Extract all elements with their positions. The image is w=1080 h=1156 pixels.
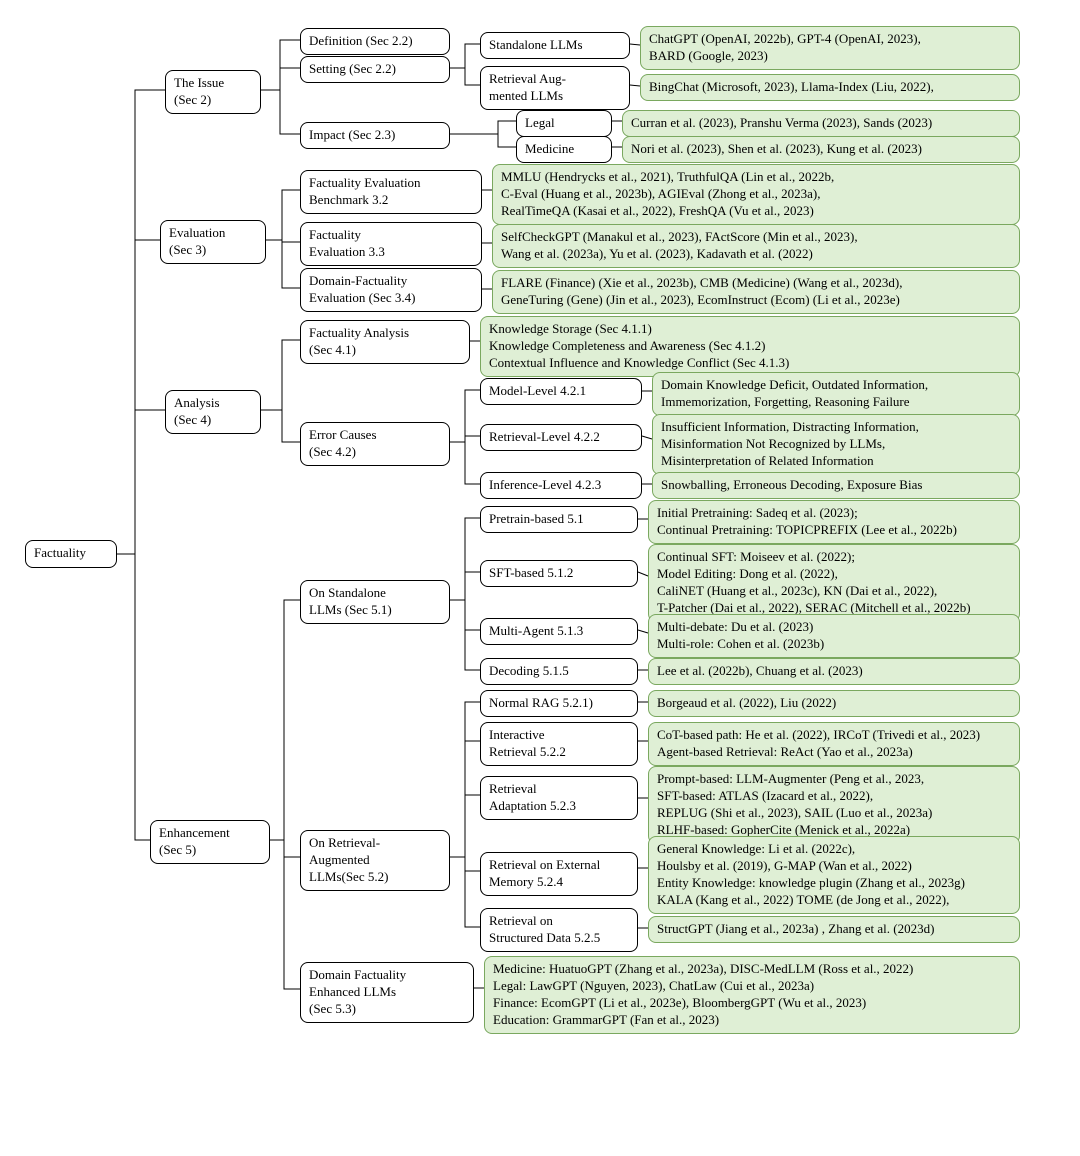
multiagent: Multi-Agent 5.1.3 (480, 618, 638, 645)
domain-eval-leaf: FLARE (Finance) (Xie et al., 2023b), CMB… (492, 270, 1020, 314)
pretrain-leaf: Initial Pretraining: Sadeq et al. (2023)… (648, 500, 1020, 544)
domain-enh: Domain FactualityEnhanced LLMs(Sec 5.3) (300, 962, 474, 1023)
multiagent-leaf: Multi-debate: Du et al. (2023)Multi-role… (648, 614, 1020, 658)
benchmark: Factuality EvaluationBenchmark 3.2 (300, 170, 482, 214)
retrieval-level: Retrieval-Level 4.2.2 (480, 424, 642, 451)
domain-eval: Domain-FactualityEvaluation (Sec 3.4) (300, 268, 482, 312)
fact-eval: FactualityEvaluation 3.3 (300, 222, 482, 266)
normal-rag-leaf: Borgeaud et al. (2022), Liu (2022) (648, 690, 1020, 717)
normal-rag: Normal RAG 5.2.1) (480, 690, 638, 717)
inference-level-leaf: Snowballing, Erroneous Decoding, Exposur… (652, 472, 1020, 499)
benchmark-leaf: MMLU (Hendrycks et al., 2021), TruthfulQ… (492, 164, 1020, 225)
impact: Impact (Sec 2.3) (300, 122, 450, 149)
fact-analysis: Factuality Analysis(Sec 4.1) (300, 320, 470, 364)
error-causes: Error Causes(Sec 4.2) (300, 422, 450, 466)
decoding: Decoding 5.1.5 (480, 658, 638, 685)
ext-memory: Retrieval on ExternalMemory 5.2.4 (480, 852, 638, 896)
retrieval-aug-llms: Retrieval Aug-mented LLMs (480, 66, 630, 110)
interactive: InteractiveRetrieval 5.2.2 (480, 722, 638, 766)
decoding-leaf: Lee et al. (2022b), Chuang et al. (2023) (648, 658, 1020, 685)
medicine-leaf: Nori et al. (2023), Shen et al. (2023), … (622, 136, 1020, 163)
evaluation: Evaluation(Sec 3) (160, 220, 266, 264)
on-retrieval-aug: On Retrieval-AugmentedLLMs(Sec 5.2) (300, 830, 450, 891)
pretrain: Pretrain-based 5.1 (480, 506, 638, 533)
legal: Legal (516, 110, 612, 137)
fact-eval-leaf: SelfCheckGPT (Manakul et al., 2023), FAc… (492, 224, 1020, 268)
interactive-leaf: CoT-based path: He et al. (2022), IRCoT … (648, 722, 1020, 766)
adaptation-leaf: Prompt-based: LLM-Augmenter (Peng et al.… (648, 766, 1020, 844)
enhancement: Enhancement(Sec 5) (150, 820, 270, 864)
standalone-llms: Standalone LLMs (480, 32, 630, 59)
setting: Setting (Sec 2.2) (300, 56, 450, 83)
structured-leaf: StructGPT (Jiang et al., 2023a) , Zhang … (648, 916, 1020, 943)
sft-leaf: Continual SFT: Moiseev et al. (2022);Mod… (648, 544, 1020, 622)
domain-enh-leaf: Medicine: HuatuoGPT (Zhang et al., 2023a… (484, 956, 1020, 1034)
on-standalone: On StandaloneLLMs (Sec 5.1) (300, 580, 450, 624)
fact-analysis-leaf: Knowledge Storage (Sec 4.1.1)Knowledge C… (480, 316, 1020, 377)
root-factuality: Factuality (25, 540, 117, 568)
model-level-leaf: Domain Knowledge Deficit, Outdated Infor… (652, 372, 1020, 416)
analysis: Analysis(Sec 4) (165, 390, 261, 434)
retrieval-aug-llms-leaf: BingChat (Microsoft, 2023), Llama-Index … (640, 74, 1020, 101)
sft: SFT-based 5.1.2 (480, 560, 638, 587)
model-level: Model-Level 4.2.1 (480, 378, 642, 405)
issue: The Issue(Sec 2) (165, 70, 261, 114)
legal-leaf: Curran et al. (2023), Pranshu Verma (202… (622, 110, 1020, 137)
medicine: Medicine (516, 136, 612, 163)
retrieval-level-leaf: Insufficient Information, Distracting In… (652, 414, 1020, 475)
adaptation: RetrievalAdaptation 5.2.3 (480, 776, 638, 820)
ext-memory-leaf: General Knowledge: Li et al. (2022c),Hou… (648, 836, 1020, 914)
inference-level: Inference-Level 4.2.3 (480, 472, 642, 499)
definition: Definition (Sec 2.2) (300, 28, 450, 55)
structured: Retrieval onStructured Data 5.2.5 (480, 908, 638, 952)
standalone-llms-leaf: ChatGPT (OpenAI, 2022b), GPT-4 (OpenAI, … (640, 26, 1020, 70)
